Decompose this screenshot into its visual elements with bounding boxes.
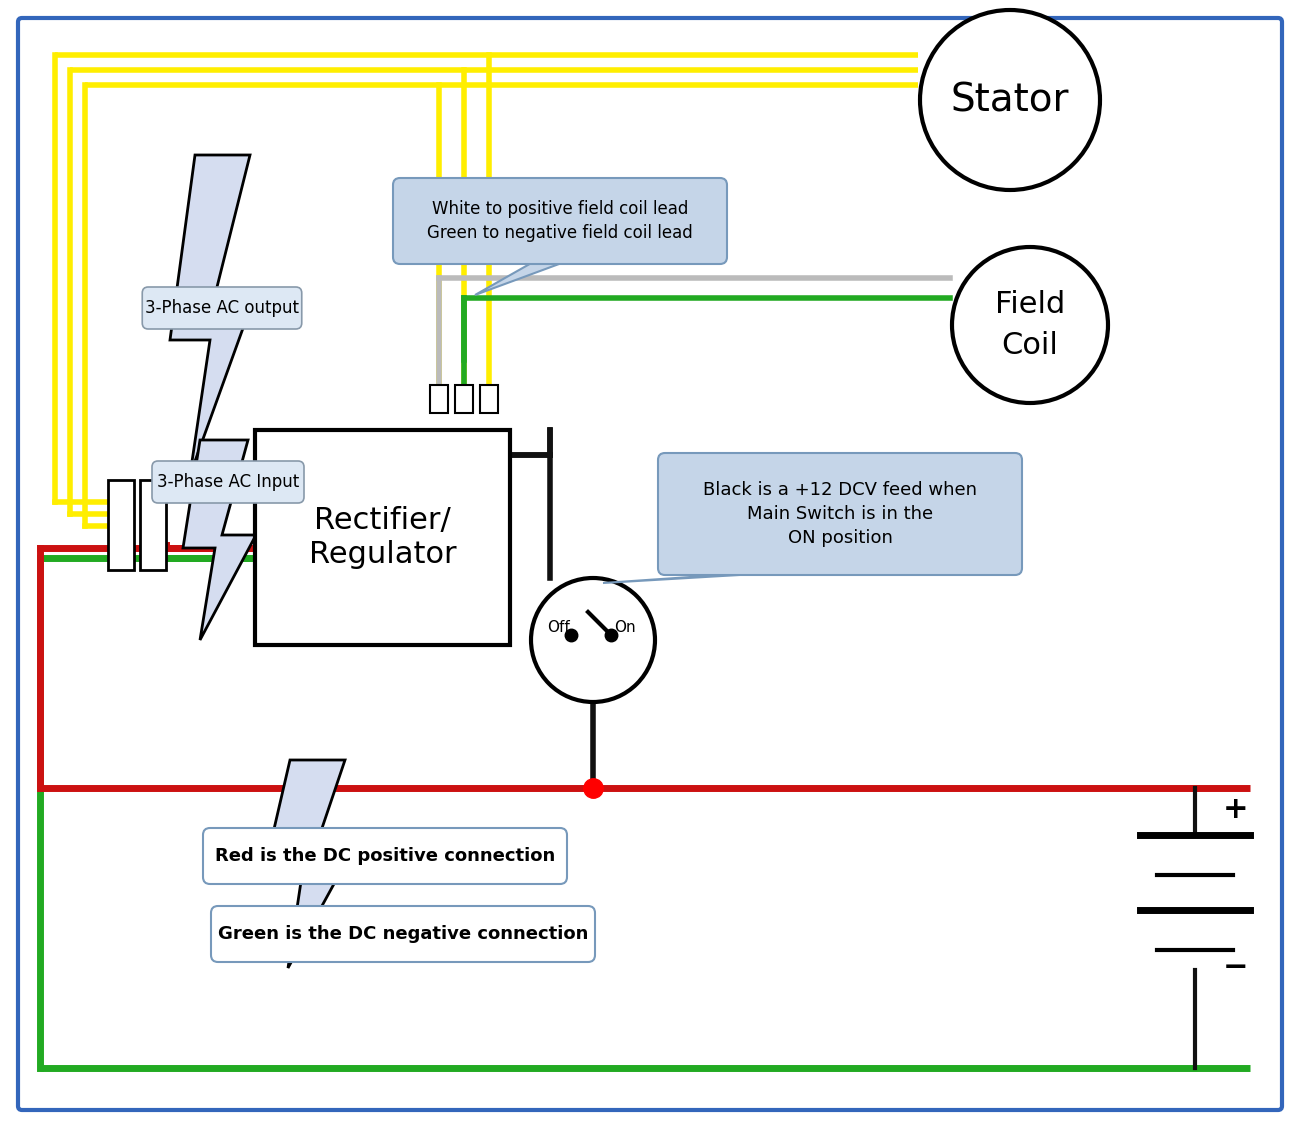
FancyBboxPatch shape <box>393 178 727 264</box>
Polygon shape <box>268 760 358 968</box>
Polygon shape <box>170 155 255 475</box>
Text: White to positive field coil lead
Green to negative field coil lead: White to positive field coil lead Green … <box>428 200 693 241</box>
Text: Black is a +12 DCV feed when
Main Switch is in the
ON position: Black is a +12 DCV feed when Main Switch… <box>703 482 978 547</box>
Text: Rectifier/
Regulator: Rectifier/ Regulator <box>308 506 456 569</box>
FancyBboxPatch shape <box>108 481 134 570</box>
FancyBboxPatch shape <box>255 430 510 645</box>
Text: On: On <box>614 619 636 634</box>
Polygon shape <box>603 569 858 583</box>
Text: +: + <box>1223 795 1248 825</box>
Text: Green is the DC negative connection: Green is the DC negative connection <box>218 925 588 943</box>
FancyBboxPatch shape <box>211 906 595 962</box>
Text: −: − <box>1223 953 1248 982</box>
Text: Field
Coil: Field Coil <box>994 290 1065 360</box>
Circle shape <box>530 578 655 702</box>
Polygon shape <box>474 257 578 296</box>
Polygon shape <box>183 440 256 640</box>
FancyBboxPatch shape <box>480 385 498 413</box>
Circle shape <box>952 247 1108 403</box>
FancyBboxPatch shape <box>18 18 1282 1110</box>
Text: Stator: Stator <box>950 81 1069 118</box>
FancyBboxPatch shape <box>430 385 448 413</box>
Circle shape <box>920 10 1100 190</box>
FancyBboxPatch shape <box>140 481 166 570</box>
FancyBboxPatch shape <box>203 828 567 884</box>
FancyBboxPatch shape <box>152 461 304 503</box>
FancyBboxPatch shape <box>658 453 1022 575</box>
FancyBboxPatch shape <box>142 287 302 329</box>
Text: 3-Phase AC output: 3-Phase AC output <box>146 299 299 317</box>
Text: 3-Phase AC Input: 3-Phase AC Input <box>157 473 299 491</box>
Text: Off: Off <box>547 619 571 634</box>
Text: Red is the DC positive connection: Red is the DC positive connection <box>214 847 555 865</box>
FancyBboxPatch shape <box>455 385 473 413</box>
